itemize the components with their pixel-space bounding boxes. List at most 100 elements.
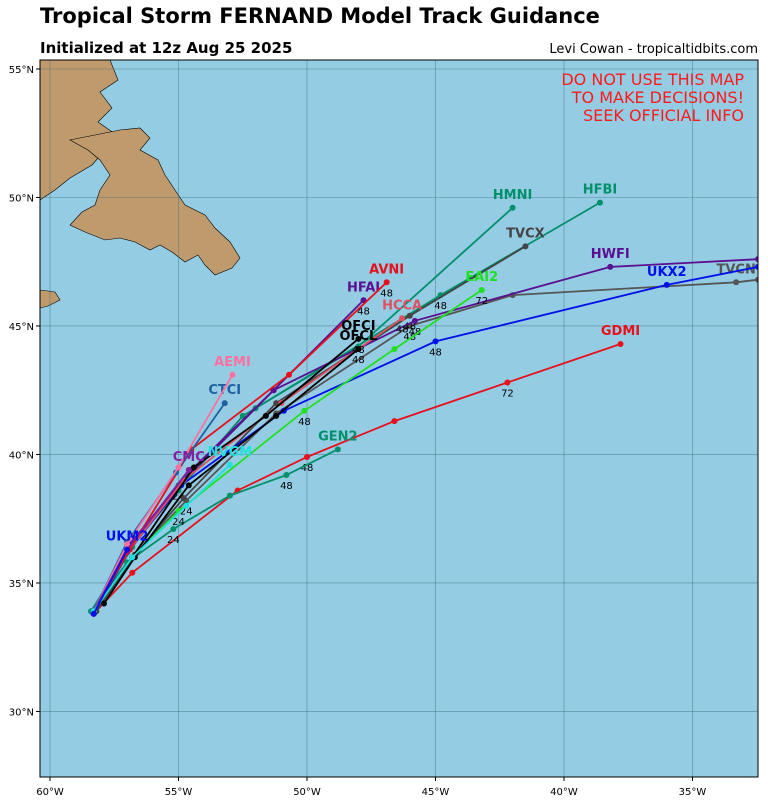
lat-tick-label: 45°N: [9, 322, 34, 333]
forecast-hour: 48: [429, 347, 442, 358]
track-point: [355, 346, 362, 353]
track-point: [399, 315, 406, 322]
track-point: [391, 418, 398, 425]
track-point: [226, 461, 233, 468]
lon-tick-label: 40°W: [550, 787, 578, 798]
lon-tick-label: 45°W: [422, 787, 450, 798]
track-point: [175, 464, 182, 471]
track-name: TVCX: [506, 226, 545, 241]
lat-tick-label: 50°N: [9, 193, 34, 204]
warning-line: DO NOT USE THIS MAP: [561, 70, 744, 89]
track-name: UKM2: [106, 530, 149, 545]
track-line: [92, 464, 231, 612]
track-point: [129, 569, 136, 576]
track-point: [504, 379, 511, 386]
lon-tick-label: 50°W: [293, 787, 321, 798]
forecast-hour: 48: [380, 288, 393, 299]
lat-tick-label: 30°N: [9, 707, 34, 718]
track-line: [92, 374, 234, 612]
track-point: [432, 338, 439, 345]
track-point: [283, 472, 290, 479]
track-point: [522, 243, 529, 250]
track-point: [478, 287, 485, 294]
track-name: GDMI: [601, 324, 640, 339]
track-point: [406, 312, 413, 319]
track-point: [124, 541, 131, 548]
forecast-hour: 48: [396, 324, 409, 335]
forecast-hour: 72: [475, 296, 488, 307]
lon-tick-label: 60°W: [36, 787, 64, 798]
track-point: [100, 600, 107, 607]
lat-tick-label: 55°N: [9, 65, 34, 76]
track-point: [273, 412, 280, 419]
track-point: [509, 204, 516, 211]
forecast-hour: 24: [172, 517, 185, 528]
forecast-hour: 48: [301, 463, 314, 474]
track-name: HFAI: [347, 280, 380, 295]
track-name: HWFI: [591, 247, 630, 262]
forecast-hour: 48: [298, 417, 311, 428]
track-point: [596, 199, 603, 206]
lat-tick-label: 40°N: [9, 450, 34, 461]
track-point: [391, 346, 398, 353]
track-point: [185, 466, 192, 473]
track-name: CMC: [173, 450, 205, 465]
track-name: HMNI: [493, 188, 533, 203]
forecast-hour: 48: [280, 481, 293, 492]
lat-tick-label: 35°N: [9, 579, 34, 590]
track-point: [411, 317, 418, 324]
track-name: HFBI: [583, 183, 618, 198]
lon-tick-label: 55°W: [165, 787, 193, 798]
lon-tick-label: 35°W: [679, 787, 707, 798]
track-name: CTCI: [208, 383, 241, 398]
forecast-hour: 48: [409, 327, 422, 338]
track-point: [286, 371, 293, 378]
track-point: [229, 371, 236, 378]
track-point: [183, 502, 190, 509]
land: [40, 60, 241, 309]
track-name: GEN2: [318, 429, 357, 444]
track-point: [301, 407, 308, 414]
forecast-hour: 48: [352, 355, 365, 366]
track-point: [617, 340, 624, 347]
track-line: [90, 448, 339, 612]
track-name: UKX2: [647, 265, 687, 280]
track-point: [124, 546, 131, 553]
forecast-hour: 24: [172, 491, 185, 502]
track-name: OFCL: [340, 329, 378, 344]
forecast-hour: 48: [434, 301, 447, 312]
track-point: [755, 263, 758, 270]
track-point: [129, 554, 136, 561]
track-point: [90, 610, 97, 617]
track-point: [383, 279, 390, 286]
credit: Levi Cowan - tropicaltidbits.com: [549, 42, 758, 57]
forecast-hour: 24: [180, 507, 193, 518]
track-name: HCCA: [382, 298, 422, 313]
track-name: AVNI: [369, 262, 404, 277]
forecast-hour: 48: [403, 322, 416, 333]
track-point: [733, 279, 740, 286]
track-point: [180, 495, 187, 502]
track-name: OFCI: [341, 319, 375, 334]
frame: [39, 59, 759, 778]
track-point: [262, 412, 269, 419]
track-point: [607, 263, 614, 270]
forecast-hour: 24: [167, 535, 180, 546]
track-point: [755, 256, 758, 263]
track-point: [185, 482, 192, 489]
track-name: EAI2: [465, 270, 498, 285]
track-point: [355, 335, 362, 342]
track-point: [221, 400, 228, 407]
title: Tropical Storm FERNAND Model Track Guida…: [40, 4, 600, 28]
track-point: [273, 400, 280, 407]
forecast-hour: 48: [357, 306, 370, 317]
track-line: [92, 549, 128, 615]
subtitle: Initialized at 12z Aug 25 2025: [40, 39, 292, 57]
warning-line: TO MAKE DECISIONS!: [571, 88, 744, 107]
track-point: [334, 446, 341, 453]
warning-line: SEEK OFFICIAL INFO: [583, 106, 744, 125]
track-point: [755, 276, 758, 283]
track-name: TVCN: [716, 262, 755, 277]
track-point: [226, 492, 233, 499]
